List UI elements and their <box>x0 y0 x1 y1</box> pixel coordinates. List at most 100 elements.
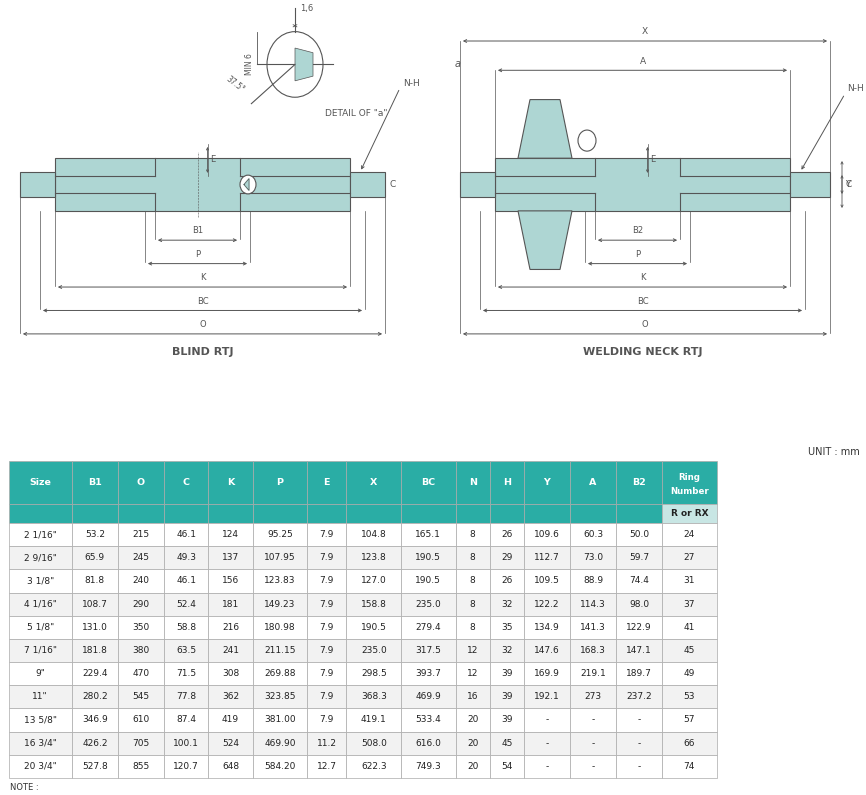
Text: 32: 32 <box>501 646 513 655</box>
Text: 66: 66 <box>683 739 695 747</box>
Bar <box>9 569 72 592</box>
Text: 53: 53 <box>683 692 695 701</box>
Bar <box>307 592 346 615</box>
Text: 50.0: 50.0 <box>629 530 650 539</box>
Bar <box>118 523 164 546</box>
Text: K: K <box>200 273 205 282</box>
Bar <box>401 708 456 731</box>
Text: 290: 290 <box>132 599 150 609</box>
Text: 12: 12 <box>467 669 478 678</box>
Text: 169.9: 169.9 <box>534 669 559 678</box>
Text: 705: 705 <box>132 739 150 747</box>
Text: K: K <box>227 478 234 487</box>
Text: 109.6: 109.6 <box>534 530 559 539</box>
Text: MIN 6: MIN 6 <box>244 53 254 76</box>
Bar <box>346 639 401 662</box>
Bar <box>72 461 118 504</box>
Bar <box>616 754 662 778</box>
Text: 123.83: 123.83 <box>264 576 295 585</box>
Text: 8: 8 <box>470 553 475 562</box>
Text: 584.20: 584.20 <box>264 762 295 771</box>
Text: 235.0: 235.0 <box>361 646 386 655</box>
Bar <box>346 569 401 592</box>
Bar <box>570 662 616 685</box>
Bar <box>9 461 72 504</box>
Bar <box>524 523 570 546</box>
Bar <box>55 158 350 211</box>
Bar <box>524 504 570 523</box>
Bar <box>456 592 490 615</box>
Text: 12.7: 12.7 <box>317 762 337 771</box>
Text: 52.4: 52.4 <box>176 599 196 609</box>
Bar <box>616 569 662 592</box>
Bar <box>456 754 490 778</box>
Text: 298.5: 298.5 <box>361 669 386 678</box>
Text: N-H: N-H <box>403 79 420 87</box>
Text: 189.7: 189.7 <box>626 669 652 678</box>
Bar <box>164 504 208 523</box>
Text: 190.5: 190.5 <box>416 553 442 562</box>
Bar <box>208 708 253 731</box>
Text: X: X <box>642 27 648 37</box>
Text: 269.88: 269.88 <box>264 669 295 678</box>
Text: 533.4: 533.4 <box>416 716 441 724</box>
Bar <box>456 523 490 546</box>
Text: 180.98: 180.98 <box>264 622 295 632</box>
Bar <box>118 461 164 504</box>
Text: 12: 12 <box>467 646 478 655</box>
Text: WELDING NECK RTJ: WELDING NECK RTJ <box>583 347 702 357</box>
Bar <box>524 662 570 685</box>
Bar <box>662 754 717 778</box>
Bar <box>346 708 401 731</box>
Bar <box>208 615 253 639</box>
Bar <box>9 546 72 569</box>
Text: 280.2: 280.2 <box>82 692 107 701</box>
Bar <box>346 592 401 615</box>
Bar <box>118 708 164 731</box>
Bar <box>570 504 616 523</box>
Bar <box>490 731 524 754</box>
Bar <box>164 754 208 778</box>
Bar <box>490 639 524 662</box>
Text: 469.90: 469.90 <box>264 739 295 747</box>
Bar <box>20 173 55 197</box>
Bar <box>164 685 208 708</box>
Text: 141.3: 141.3 <box>580 622 606 632</box>
Text: 622.3: 622.3 <box>361 762 386 771</box>
Bar <box>401 569 456 592</box>
Bar <box>253 546 307 569</box>
Bar <box>616 685 662 708</box>
Text: E: E <box>650 155 656 165</box>
Bar <box>524 639 570 662</box>
Text: 37: 37 <box>683 599 695 609</box>
Text: 11.2: 11.2 <box>317 739 337 747</box>
Bar <box>346 523 401 546</box>
Bar <box>401 731 456 754</box>
Text: UNIT : mm: UNIT : mm <box>808 447 860 457</box>
Text: P: P <box>635 250 640 259</box>
Text: 147.6: 147.6 <box>534 646 559 655</box>
Bar <box>253 731 307 754</box>
Text: 100.1: 100.1 <box>173 739 199 747</box>
Bar <box>616 546 662 569</box>
Text: 7.9: 7.9 <box>320 622 334 632</box>
Text: 273: 273 <box>585 692 602 701</box>
Text: 216: 216 <box>222 622 239 632</box>
Text: 149.23: 149.23 <box>264 599 295 609</box>
Bar <box>307 708 346 731</box>
Bar <box>253 615 307 639</box>
Bar <box>616 639 662 662</box>
Bar <box>307 546 346 569</box>
Bar <box>662 523 717 546</box>
Text: 27: 27 <box>683 553 695 562</box>
Text: 181: 181 <box>222 599 239 609</box>
Text: 8: 8 <box>470 530 475 539</box>
Bar <box>662 615 717 639</box>
Text: 26: 26 <box>501 530 513 539</box>
Text: 470: 470 <box>132 669 150 678</box>
Bar <box>350 173 385 197</box>
Bar <box>456 504 490 523</box>
Bar <box>401 615 456 639</box>
Text: 235.0: 235.0 <box>416 599 441 609</box>
Bar <box>662 639 717 662</box>
